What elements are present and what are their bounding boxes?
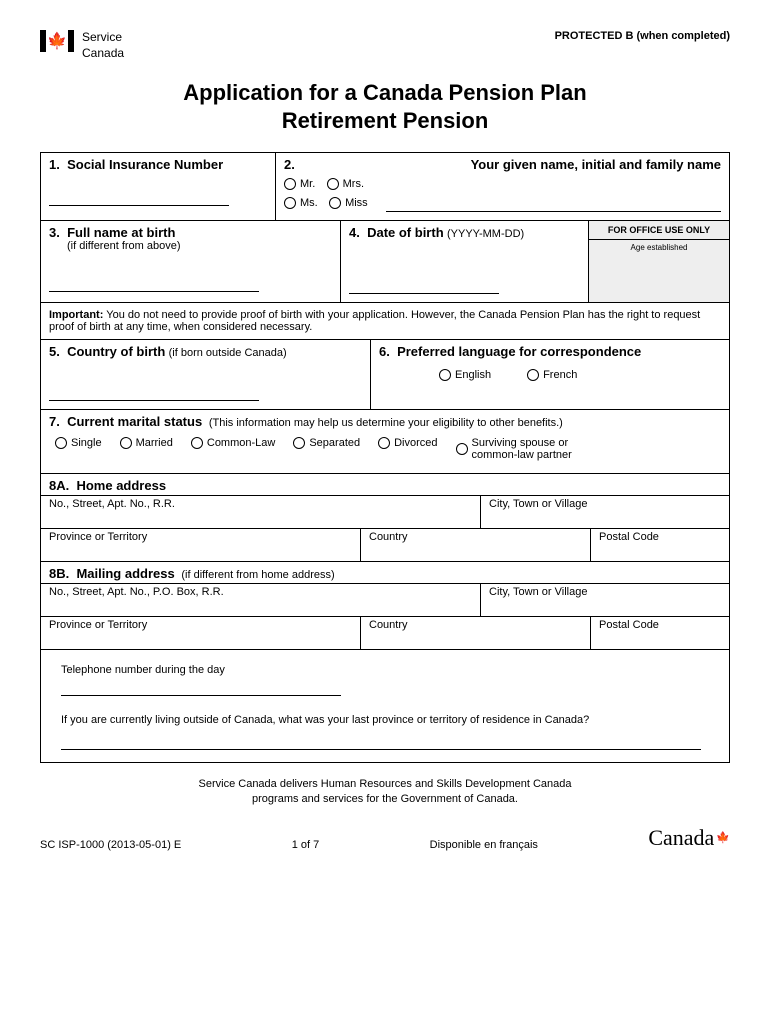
marital-single-radio[interactable]: Single bbox=[55, 437, 102, 449]
org-name-1: Service bbox=[82, 30, 124, 46]
marital-surviving-radio[interactable]: Surviving spouse or common-law partner bbox=[456, 437, 606, 461]
dob-input[interactable] bbox=[349, 278, 499, 294]
french-available: Disponible en français bbox=[430, 839, 538, 851]
sec7-num: 7. bbox=[49, 414, 60, 429]
sec1-num: 1. bbox=[49, 157, 60, 172]
sec5-label: Country of birth bbox=[67, 344, 165, 359]
footer-bar: SC ISP-1000 (2013-05-01) E 1 of 7 Dispon… bbox=[40, 825, 730, 851]
home-street-field[interactable]: No., Street, Apt. No., R.R. bbox=[41, 495, 481, 528]
mail-street-field[interactable]: No., Street, Apt. No., P.O. Box, R.R. bbox=[41, 583, 481, 616]
sec6-label: Preferred language for correspondence bbox=[397, 344, 641, 359]
home-province-field[interactable]: Province or Territory bbox=[41, 528, 361, 561]
important-notice: Important: You do not need to provide pr… bbox=[41, 303, 729, 340]
sec3-num: 3. bbox=[49, 225, 60, 240]
outside-canada-question: If you are currently living outside of C… bbox=[61, 714, 709, 726]
form-title: Application for a Canada Pension Plan Re… bbox=[40, 79, 730, 134]
important-label: Important: bbox=[49, 309, 103, 321]
application-form: 1. Social Insurance Number 2. Your given… bbox=[40, 152, 730, 763]
lang-english-radio[interactable]: English bbox=[439, 369, 491, 381]
sec8b-note: (if different from home address) bbox=[181, 569, 334, 581]
sec8b-label: Mailing address bbox=[76, 566, 174, 581]
home-city-field[interactable]: City, Town or Village bbox=[481, 495, 729, 528]
footer-statement: Service Canada delivers Human Resources … bbox=[40, 777, 730, 807]
page-header: 🍁 Service Canada PROTECTED B (when compl… bbox=[40, 30, 730, 61]
title-mr-radio[interactable]: Mr. bbox=[284, 178, 315, 190]
phone-label: Telephone number during the day bbox=[61, 664, 709, 676]
marital-married-radio[interactable]: Married bbox=[120, 437, 173, 449]
sec8a-label: Home address bbox=[76, 478, 166, 493]
office-header: FOR OFFICE USE ONLY bbox=[589, 221, 729, 240]
footer-line-1: Service Canada delivers Human Resources … bbox=[199, 778, 572, 790]
marital-commonlaw-radio[interactable]: Common-Law bbox=[191, 437, 275, 449]
sec5-num: 5. bbox=[49, 344, 60, 359]
title-miss-radio[interactable]: Miss bbox=[329, 197, 368, 209]
name-input[interactable] bbox=[386, 196, 721, 212]
sec4-label: Date of birth bbox=[367, 225, 444, 240]
flag-icon: 🍁 bbox=[716, 831, 730, 844]
sec3-note: (if different from above) bbox=[49, 240, 332, 252]
marital-separated-radio[interactable]: Separated bbox=[293, 437, 360, 449]
sec4-note: (YYYY-MM-DD) bbox=[447, 228, 524, 240]
title-line-1: Application for a Canada Pension Plan bbox=[183, 80, 586, 105]
title-line-2: Retirement Pension bbox=[282, 108, 489, 133]
canada-flag-icon: 🍁 bbox=[40, 30, 74, 52]
office-sub: Age established bbox=[589, 240, 729, 255]
service-canada-logo: 🍁 Service Canada bbox=[40, 30, 124, 61]
sec6-num: 6. bbox=[379, 344, 390, 359]
sec5-note: (if born outside Canada) bbox=[169, 347, 287, 359]
sec2-label: Your given name, initial and family name bbox=[471, 157, 721, 172]
sec2-num: 2. bbox=[284, 157, 304, 172]
marital-divorced-radio[interactable]: Divorced bbox=[378, 437, 437, 449]
sec4-num: 4. bbox=[349, 225, 360, 240]
sin-input[interactable] bbox=[49, 190, 229, 206]
org-name-2: Canada bbox=[82, 46, 124, 62]
form-id: SC ISP-1000 (2013-05-01) E bbox=[40, 839, 181, 851]
sec7-label: Current marital status bbox=[67, 414, 202, 429]
mail-province-field[interactable]: Province or Territory bbox=[41, 616, 361, 649]
footer-line-2: programs and services for the Government… bbox=[252, 793, 518, 805]
canada-wordmark: Canada🍁 bbox=[648, 825, 730, 851]
page-number: 1 of 7 bbox=[292, 839, 320, 851]
sec8a-num: 8A. bbox=[49, 478, 69, 493]
classification-label: PROTECTED B (when completed) bbox=[555, 30, 730, 42]
country-birth-input[interactable] bbox=[49, 385, 259, 401]
home-country-field[interactable]: Country bbox=[361, 528, 591, 561]
sec3-label: Full name at birth bbox=[67, 225, 175, 240]
lang-french-radio[interactable]: French bbox=[527, 369, 577, 381]
last-province-input[interactable] bbox=[61, 736, 701, 750]
sec1-label: Social Insurance Number bbox=[67, 157, 223, 172]
mail-city-field[interactable]: City, Town or Village bbox=[481, 583, 729, 616]
title-ms-radio[interactable]: Ms. bbox=[284, 197, 318, 209]
birth-name-input[interactable] bbox=[49, 276, 259, 292]
sec7-note: (This information may help us determine … bbox=[209, 417, 563, 429]
mail-country-field[interactable]: Country bbox=[361, 616, 591, 649]
home-postal-field[interactable]: Postal Code bbox=[591, 528, 729, 561]
important-text: You do not need to provide proof of birt… bbox=[49, 309, 700, 333]
sec8b-num: 8B. bbox=[49, 566, 69, 581]
mail-postal-field[interactable]: Postal Code bbox=[591, 616, 729, 649]
title-mrs-radio[interactable]: Mrs. bbox=[327, 178, 364, 190]
phone-input[interactable] bbox=[61, 682, 341, 696]
